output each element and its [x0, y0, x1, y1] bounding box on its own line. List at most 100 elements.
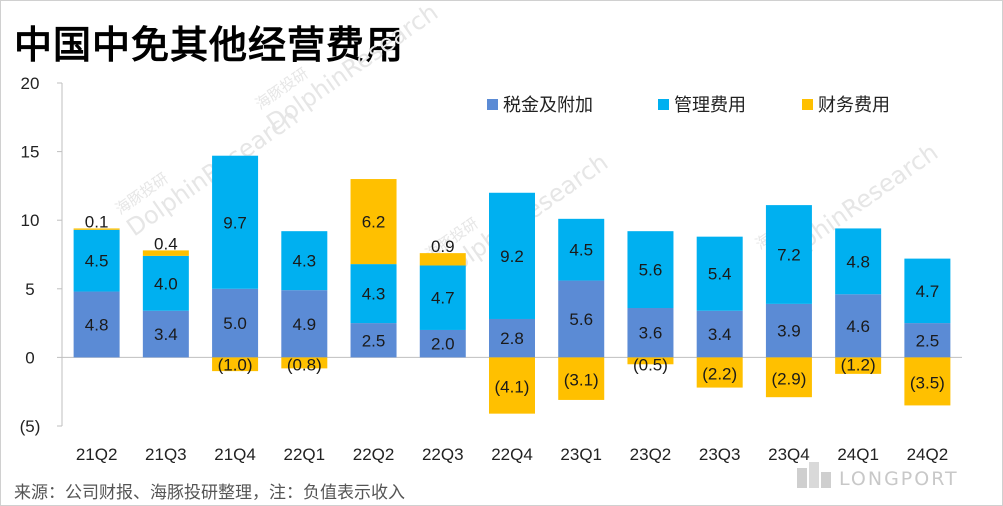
x-tick-label: 21Q3 — [145, 445, 187, 464]
data-label-tax: 3.9 — [777, 322, 801, 341]
data-label-fin: 6.2 — [362, 213, 386, 232]
data-label-mgmt: 4.0 — [154, 274, 178, 293]
bar-mgmt — [765, 205, 812, 304]
x-tick-label: 23Q4 — [768, 445, 810, 464]
data-label-mgmt: 4.8 — [846, 252, 870, 271]
data-label-fin: (1.2) — [841, 355, 876, 374]
bar-mgmt — [904, 258, 951, 324]
bar-mgmt — [142, 255, 189, 311]
logo-text: LONGPORT — [839, 468, 959, 490]
bar-tax — [212, 288, 259, 358]
bar-tax — [765, 303, 812, 358]
data-label-fin: (0.5) — [633, 355, 668, 374]
bar-mgmt — [212, 155, 259, 289]
y-tick-label: 0 — [25, 348, 34, 367]
data-label-tax: 3.4 — [154, 325, 178, 344]
data-label-fin: 0.1 — [85, 212, 109, 231]
data-label-mgmt: 4.5 — [569, 241, 593, 260]
x-tick-label: 24Q1 — [837, 445, 879, 464]
data-label-fin: (3.1) — [564, 371, 599, 390]
bar-fin — [835, 357, 882, 374]
data-label-fin: (4.1) — [495, 378, 530, 397]
bar-mgmt — [350, 264, 397, 324]
x-tick-label: 23Q2 — [630, 445, 672, 464]
y-tick-label: 20 — [21, 74, 40, 93]
bar-tax — [489, 318, 535, 358]
y-tick-label: (5) — [20, 417, 41, 436]
data-label-tax: 2.5 — [362, 331, 386, 350]
y-tick-label: 15 — [21, 143, 40, 162]
data-label-tax: 4.9 — [292, 315, 316, 334]
x-tick-label: 22Q3 — [422, 445, 464, 464]
x-tick-label: 22Q4 — [491, 445, 533, 464]
data-label-mgmt: 4.7 — [431, 289, 455, 308]
data-label-mgmt: 9.7 — [223, 213, 247, 232]
x-tick-label: 21Q4 — [214, 445, 256, 464]
bar-mgmt — [696, 236, 743, 311]
data-label-mgmt: 4.3 — [292, 252, 316, 271]
data-label-tax: 4.8 — [85, 315, 109, 334]
bar-fin — [489, 357, 535, 414]
x-tick-label: 24Q2 — [907, 445, 949, 464]
bar-mgmt — [73, 229, 120, 292]
source-note: 来源：公司财报、海豚投研整理，注：负值表示收入 — [14, 483, 405, 503]
bar-tax — [73, 291, 120, 358]
y-tick-label: 10 — [21, 211, 40, 230]
legend-swatch-fin — [802, 99, 813, 110]
data-label-mgmt: 7.2 — [777, 246, 801, 265]
x-tick-label: 23Q3 — [699, 445, 741, 464]
data-label-tax: 2.5 — [916, 331, 940, 350]
x-tick-label: 23Q1 — [560, 445, 602, 464]
y-tick-label: 5 — [25, 280, 34, 299]
legend-swatch-tax — [487, 99, 498, 110]
bar-fin — [419, 253, 466, 266]
bar-fin — [696, 357, 743, 388]
bar-tax — [350, 323, 397, 358]
bar-mgmt — [419, 265, 466, 330]
data-label-fin: (3.5) — [910, 373, 945, 392]
data-label-tax: 4.6 — [846, 317, 870, 336]
bar-tax — [835, 294, 882, 358]
data-label-fin: 0.9 — [431, 237, 455, 256]
data-label-tax: 2.8 — [500, 329, 524, 348]
longport-logo-icon — [797, 462, 831, 488]
data-label-fin: (2.2) — [702, 364, 737, 383]
bar-fin — [350, 179, 397, 265]
bar-tax — [696, 310, 743, 358]
x-tick-label: 22Q2 — [353, 445, 395, 464]
data-label-tax: 3.4 — [708, 325, 732, 344]
bar-fin — [627, 357, 674, 365]
data-label-tax: 2.0 — [431, 335, 455, 354]
bar-mgmt — [835, 228, 882, 295]
bar-tax — [904, 323, 951, 358]
x-tick-label: 22Q1 — [284, 445, 326, 464]
data-label-fin: (1.0) — [218, 355, 253, 374]
watermark-en: DolphinResearch — [261, 0, 443, 137]
legend-label-tax: 税金及附加 — [503, 95, 593, 116]
bar-fin — [904, 357, 951, 406]
bar-tax — [281, 290, 328, 358]
bar-fin — [73, 228, 120, 230]
bar-mgmt — [489, 192, 535, 319]
data-label-tax: 5.0 — [223, 314, 247, 333]
data-label-mgmt: 4.3 — [362, 285, 386, 304]
data-label-mgmt: 4.5 — [85, 252, 109, 271]
bar-fin — [142, 250, 189, 256]
data-label-fin: (0.8) — [287, 355, 322, 374]
x-tick-label: 21Q2 — [76, 445, 118, 464]
legend-swatch-mgmt — [658, 99, 669, 110]
bar-mgmt — [627, 231, 674, 309]
bar-tax — [558, 280, 605, 358]
bar-mgmt — [281, 231, 328, 291]
data-label-mgmt: 9.2 — [500, 247, 524, 266]
data-label-mgmt: 4.7 — [916, 282, 940, 301]
bar-fin — [558, 357, 605, 400]
legend-label-fin: 财务费用 — [818, 95, 890, 116]
bar-mgmt — [558, 218, 605, 281]
bar-tax — [419, 329, 466, 358]
bar-fin — [765, 357, 812, 398]
data-label-tax: 5.6 — [569, 310, 593, 329]
longport-logo: LONGPORT — [795, 460, 995, 496]
bar-tax — [627, 308, 674, 358]
data-label-fin: 0.4 — [154, 234, 178, 253]
